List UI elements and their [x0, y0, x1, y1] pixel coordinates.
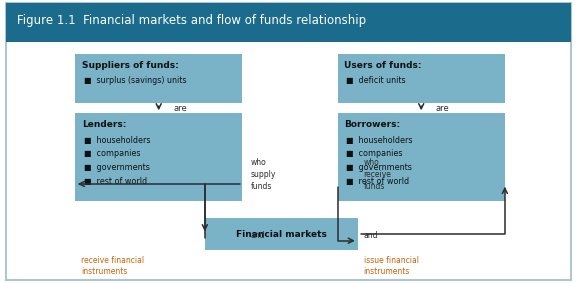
Text: who
receive
funds: who receive funds	[364, 158, 391, 191]
FancyBboxPatch shape	[338, 113, 505, 201]
Text: and: and	[364, 231, 378, 240]
FancyBboxPatch shape	[75, 54, 242, 103]
Text: issue financial
instruments: issue financial instruments	[364, 256, 418, 276]
Text: Figure 1.1  Financial markets and flow of funds relationship: Figure 1.1 Financial markets and flow of…	[17, 14, 366, 27]
Text: ■  governments: ■ governments	[346, 163, 412, 172]
Text: receive financial
instruments: receive financial instruments	[81, 256, 144, 276]
Text: and: and	[251, 231, 265, 240]
Text: Lenders:: Lenders:	[82, 120, 126, 129]
FancyBboxPatch shape	[338, 54, 505, 103]
Text: ■  rest of world: ■ rest of world	[346, 177, 409, 186]
Text: ■  deficit units: ■ deficit units	[346, 76, 406, 85]
Text: ■  companies: ■ companies	[346, 149, 403, 158]
Text: ■  rest of world: ■ rest of world	[84, 177, 147, 186]
Text: who
supply
funds: who supply funds	[251, 158, 276, 191]
Text: ■  householders: ■ householders	[84, 136, 150, 145]
Text: ■  governments: ■ governments	[84, 163, 149, 172]
Text: are: are	[436, 104, 449, 113]
FancyBboxPatch shape	[6, 3, 571, 42]
Text: ■  householders: ■ householders	[346, 136, 413, 145]
Text: ■  surplus (savings) units: ■ surplus (savings) units	[84, 76, 186, 85]
FancyBboxPatch shape	[205, 218, 358, 250]
Text: ■  companies: ■ companies	[84, 149, 140, 158]
Text: Suppliers of funds:: Suppliers of funds:	[82, 61, 179, 70]
Text: Users of funds:: Users of funds:	[344, 61, 422, 70]
FancyBboxPatch shape	[75, 113, 242, 201]
FancyBboxPatch shape	[6, 3, 571, 280]
Text: Financial markets: Financial markets	[236, 230, 327, 239]
Text: Borrowers:: Borrowers:	[344, 120, 400, 129]
Text: are: are	[173, 104, 187, 113]
